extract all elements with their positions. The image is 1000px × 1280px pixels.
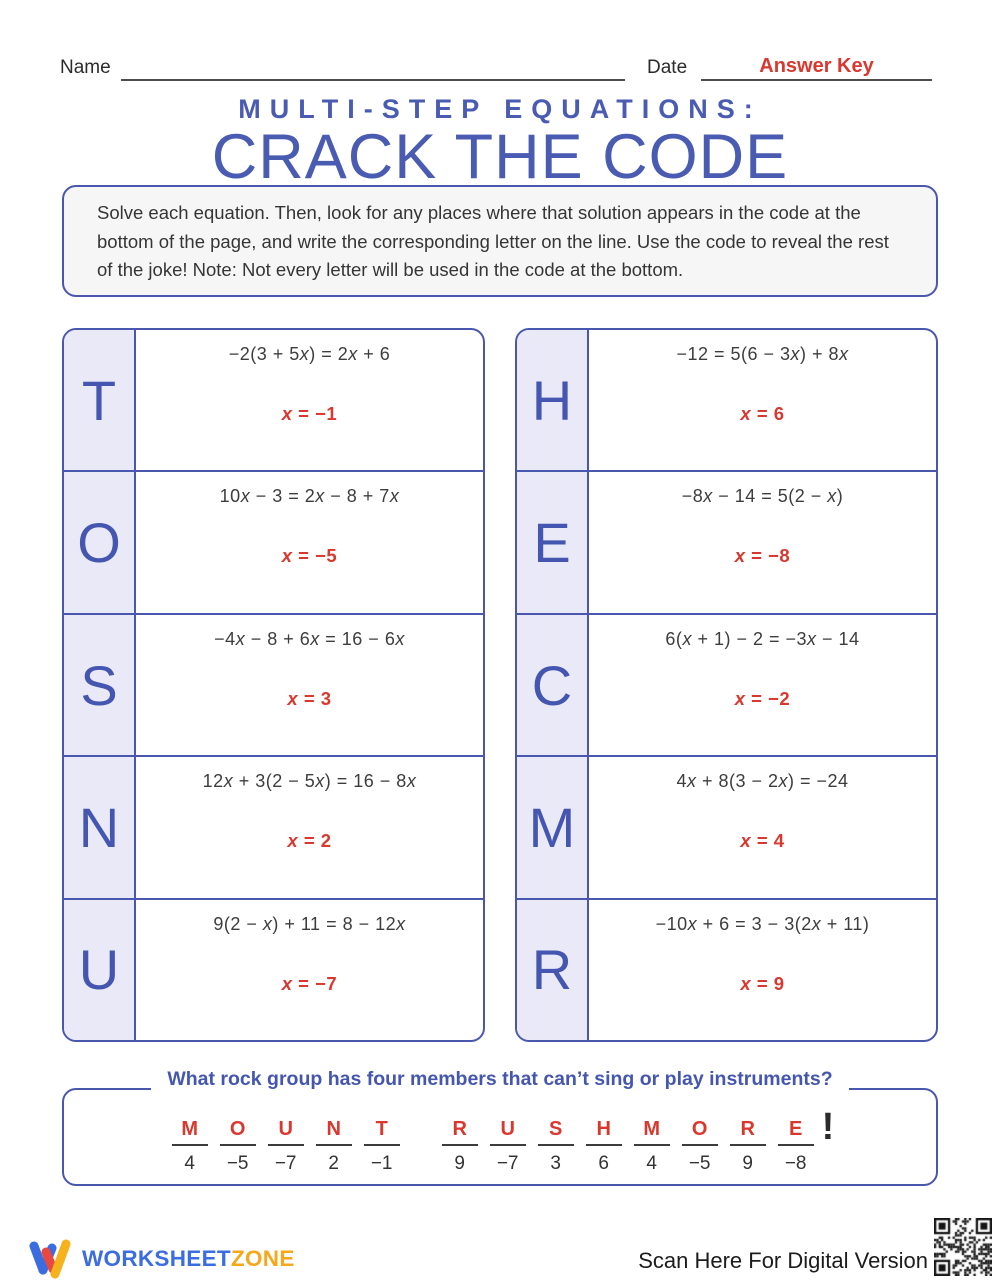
answer-key-text: Answer Key (759, 55, 874, 77)
code-letter-cell: T (64, 330, 136, 471)
code-letter-cell: N (64, 757, 136, 898)
code-slot: M 4 (633, 1118, 670, 1175)
equation-text: 12x + 3(2 − 5x) = 16 − 8x (202, 771, 417, 792)
code-slot-letter: T (363, 1118, 400, 1146)
code-slot-letter: M (633, 1118, 670, 1146)
code-letter-cell: O (64, 472, 136, 613)
code-letter-cell: H (517, 330, 589, 471)
code-slot: E −8 (777, 1118, 814, 1175)
code-slot: T −1 (363, 1118, 400, 1175)
equation-text: 10x − 3 = 2x − 8 + 7x (219, 486, 400, 507)
equation-text: 6(x + 1) − 2 = −3x − 14 (665, 628, 860, 649)
code-slot-number: −7 (274, 1153, 297, 1174)
table-row: U 9(2 − x) + 11 = 8 − 12x x = −7 (64, 899, 483, 1040)
code-slot: O −5 (681, 1118, 718, 1175)
table-row: N 12x + 3(2 − 5x) = 16 − 8x x = 2 (64, 757, 483, 900)
scan-here-text: Scan Here For Digital Version (638, 1248, 928, 1273)
qr-code (934, 1218, 992, 1276)
code-slot: O −5 (219, 1118, 256, 1175)
table-row: H −12 = 5(6 − 3x) + 8x x = 6 (517, 330, 936, 473)
answer-text: x = 6 (740, 403, 785, 424)
code-slot: R 9 (441, 1118, 478, 1175)
code-slot: S 3 (537, 1118, 574, 1175)
date-blank-line (701, 79, 932, 81)
code-slot-number: 6 (598, 1153, 609, 1174)
answer-text: x = 9 (740, 972, 785, 994)
answer-text: x = −7 (281, 972, 338, 994)
table-row: R −10x + 6 = 3 − 3(2x + 11) x = 9 (517, 899, 936, 1040)
equation-text: −2(3 + 5x) = 2x + 6 (228, 344, 391, 364)
table-row: E −8x − 14 = 5(2 − x) x = −8 (517, 472, 936, 615)
equation-text: −12 = 5(6 − 3x) + 8x (676, 344, 849, 364)
code-slot-number: 9 (454, 1153, 465, 1174)
code-slot: U −7 (489, 1118, 526, 1175)
worksheet-subtitle: MULTI-STEP EQUATIONS: (238, 94, 762, 124)
code-answer-row: M 4 O −5 U −7 N 2 T −1 R 9 U −7 S 3 H 6 … (62, 1108, 938, 1175)
code-slot: M 4 (171, 1118, 208, 1175)
equation-table-left: T −2(3 + 5x) = 2x + 6 x = −1 O 10x − 3 =… (62, 328, 485, 1042)
code-slot-number: 9 (742, 1153, 753, 1174)
table-row: C 6(x + 1) − 2 = −3x − 14 x = −2 (517, 614, 936, 758)
answer-text: x = 3 (287, 687, 332, 709)
equation-table-right: H −12 = 5(6 − 3x) + 8x x = 6 E −8x − 14 … (515, 328, 938, 1042)
code-slot-number: 4 (646, 1153, 657, 1174)
code-slot-number: −1 (370, 1153, 393, 1174)
answer-text: x = −5 (281, 545, 338, 567)
page-title: CRACK THE CODE (211, 122, 789, 192)
date-label: Date (647, 57, 688, 78)
code-slot-number: −5 (688, 1153, 711, 1174)
logo-text-worksheet: WORKSHEET (82, 1246, 231, 1271)
code-slot-letter: R (729, 1118, 766, 1146)
code-slot-letter: U (267, 1118, 304, 1146)
code-slot-number: 3 (550, 1153, 561, 1174)
equation-text: 4x + 8(3 − 2x) = −24 (676, 771, 849, 792)
code-slot-letter: S (537, 1118, 574, 1146)
code-slot-number: −5 (226, 1153, 249, 1174)
code-letter-cell: C (517, 614, 589, 756)
table-row: O 10x − 3 = 2x − 8 + 7x x = −5 (64, 472, 483, 615)
code-slot-letter: M (171, 1118, 208, 1146)
equation-text: −8x − 14 = 5(2 − x) (681, 486, 844, 507)
code-letter-cell: R (517, 899, 589, 1040)
answer-text: x = 2 (287, 830, 332, 852)
code-letter-cell: U (64, 899, 136, 1040)
answer-text: x = −1 (281, 403, 338, 424)
code-slot-letter: O (219, 1118, 256, 1146)
answer-text: x = −8 (734, 545, 791, 567)
table-row: S −4x − 8 + 6x = 16 − 6x x = 3 (64, 614, 483, 758)
logo-text-zone: ZONE (230, 1246, 295, 1271)
instructions-box: Solve each equation. Then, look for any … (62, 185, 938, 297)
equation-text: −4x − 8 + 6x = 16 − 6x (214, 628, 405, 649)
code-slot-number: 2 (328, 1153, 339, 1174)
code-slot-letter: N (315, 1118, 352, 1146)
code-letter-cell: M (517, 757, 589, 898)
worksheetzone-logo-icon (29, 1239, 71, 1279)
code-slot-number: 4 (184, 1153, 195, 1174)
code-slot: N 2 (315, 1118, 352, 1175)
code-slot-letter: E (777, 1118, 814, 1146)
code-slot-letter: U (489, 1118, 526, 1146)
name-blank-line (121, 79, 625, 81)
joke-code-box (62, 1088, 938, 1186)
code-slot: U −7 (267, 1118, 304, 1175)
joke-question: What rock group has four members that ca… (151, 1068, 849, 1091)
code-slot-letter: R (441, 1118, 478, 1146)
code-slot: H 6 (585, 1118, 622, 1175)
table-row: M 4x + 8(3 − 2x) = −24 x = 4 (517, 757, 936, 900)
equation-text: −10x + 6 = 3 − 3(2x + 11) (655, 913, 870, 934)
code-letter-cell: S (64, 614, 136, 756)
answer-text: x = −2 (734, 687, 791, 709)
exclamation-mark: ! (821, 1106, 835, 1148)
code-letter-cell: E (517, 472, 589, 613)
code-slot-number: −8 (784, 1153, 807, 1174)
code-slot-number: −7 (496, 1153, 519, 1174)
worksheetzone-logo: WORKSHEETZONE (26, 1238, 295, 1280)
answer-text: x = 4 (740, 830, 785, 852)
table-row: T −2(3 + 5x) = 2x + 6 x = −1 (64, 330, 483, 473)
code-slot: R 9 (729, 1118, 766, 1175)
code-slot-letter: O (681, 1118, 718, 1146)
name-label: Name (60, 57, 111, 78)
code-slot-letter: H (585, 1118, 622, 1146)
equation-text: 9(2 − x) + 11 = 8 − 12x (213, 913, 406, 934)
